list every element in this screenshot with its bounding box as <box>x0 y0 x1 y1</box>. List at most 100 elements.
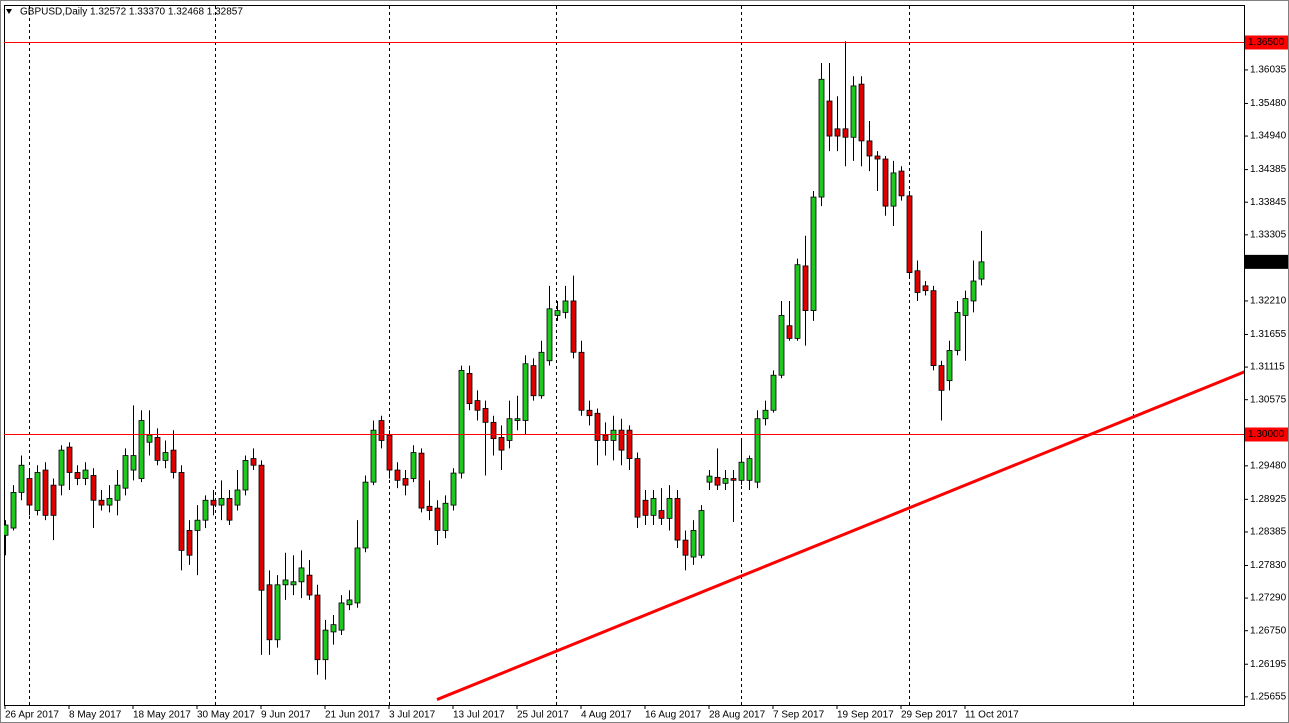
candle-body <box>234 489 241 506</box>
x-tick-label: 13 Jul 2017 <box>453 710 505 721</box>
candle-body <box>754 418 761 483</box>
candle-body <box>58 449 65 486</box>
candle-body <box>482 408 489 423</box>
candle-body <box>546 308 553 362</box>
candle-body <box>354 547 361 604</box>
y-tick-label: 1.26750 <box>1250 625 1287 636</box>
candle-body <box>458 370 465 474</box>
last-price-bg <box>1245 254 1288 269</box>
candle-body <box>626 429 633 459</box>
separators <box>29 6 1134 705</box>
candle-body <box>674 498 681 541</box>
x-tick-label: 26 Apr 2017 <box>5 710 59 721</box>
candle-body <box>218 498 225 506</box>
candle-body <box>890 172 897 207</box>
x-tick-label: 18 May 2017 <box>133 710 191 721</box>
candle-body <box>874 155 881 160</box>
x-tick-label: 3 Jul 2017 <box>389 710 436 721</box>
candle-body <box>970 280 977 302</box>
candle-body <box>650 498 657 516</box>
candle-body <box>330 624 337 633</box>
candle-body <box>594 412 601 441</box>
candle-body <box>362 481 369 549</box>
candle-body <box>426 505 433 511</box>
candle-body <box>450 472 457 506</box>
trend-line <box>436 370 1244 701</box>
candle-body <box>938 365 945 391</box>
candle-body <box>858 83 865 142</box>
candle-body <box>882 158 889 207</box>
candle-body <box>706 475 713 483</box>
x-tick-label: 30 May 2017 <box>197 710 255 721</box>
candle-body <box>202 499 209 521</box>
candle-body <box>506 418 513 441</box>
candle-body <box>250 458 257 466</box>
y-tick-label: 1.32210 <box>1250 296 1287 307</box>
level-label-bg <box>1245 427 1288 442</box>
plot-frame <box>4 5 1245 706</box>
candle-body <box>290 581 297 586</box>
candle-body <box>418 452 425 509</box>
candle-body <box>914 270 921 293</box>
candle-body <box>114 484 121 501</box>
candle-body <box>394 469 401 481</box>
candle-body <box>18 464 25 493</box>
level-label: 1.36500 <box>1248 37 1285 48</box>
candle-body <box>162 452 169 461</box>
candle-body <box>298 567 305 583</box>
candle-body <box>946 350 953 382</box>
candle-body <box>66 446 73 473</box>
candle-body <box>842 128 849 138</box>
candle-body <box>466 373 473 405</box>
x-tick-label: 28 Aug 2017 <box>709 710 766 721</box>
candle-body <box>930 290 937 366</box>
candle-body <box>978 261 985 280</box>
candle-body <box>922 285 929 292</box>
candle-body <box>498 437 505 451</box>
y-tick-label: 1.30575 <box>1250 394 1287 405</box>
candle-body <box>282 579 289 586</box>
candle-body <box>98 499 105 506</box>
candle-body <box>834 128 841 137</box>
candle-body <box>826 100 833 137</box>
candle-body <box>570 300 577 353</box>
candle-body <box>226 498 233 521</box>
candle-body <box>730 478 737 481</box>
candle-body <box>90 475 97 501</box>
y-tick-label: 1.31115 <box>1250 362 1285 373</box>
candle-body <box>402 478 409 486</box>
candle-body <box>74 472 81 479</box>
y-tick-label: 1.33305 <box>1250 229 1287 240</box>
y-tick-label: 1.26195 <box>1250 659 1287 670</box>
candle-body <box>538 351 545 397</box>
y-tick-label: 1.33845 <box>1250 197 1287 208</box>
candle-body <box>410 452 417 479</box>
menu-arrow[interactable] <box>6 9 12 14</box>
candle-body <box>106 498 113 506</box>
candle-body <box>690 530 697 558</box>
candle-body <box>474 400 481 411</box>
ohlc-info: 1.32572 1.33370 1.32468 1.32857 <box>90 7 243 18</box>
x-tick-label: 4 Aug 2017 <box>581 710 632 721</box>
candle-body <box>698 510 705 556</box>
candle-body <box>442 502 449 531</box>
x-tick-label: 16 Aug 2017 <box>645 710 702 721</box>
candle-body <box>618 429 625 451</box>
candle-body <box>210 499 217 506</box>
x-tick-label: 21 Jun 2017 <box>325 710 380 721</box>
candle-body <box>682 539 689 556</box>
candle-body <box>634 458 641 518</box>
plot <box>4 41 1244 701</box>
y-tick-label: 1.27830 <box>1250 560 1287 571</box>
candle-body <box>530 365 537 397</box>
y-tick-label: 1.36035 <box>1250 65 1287 76</box>
candle-body <box>146 434 153 443</box>
candle-body <box>322 629 329 661</box>
candle-body <box>738 461 745 481</box>
candle-body <box>802 265 809 312</box>
candle-body <box>866 140 873 157</box>
y-tick-label: 1.25655 <box>1250 691 1287 702</box>
candle-body <box>4 524 9 536</box>
